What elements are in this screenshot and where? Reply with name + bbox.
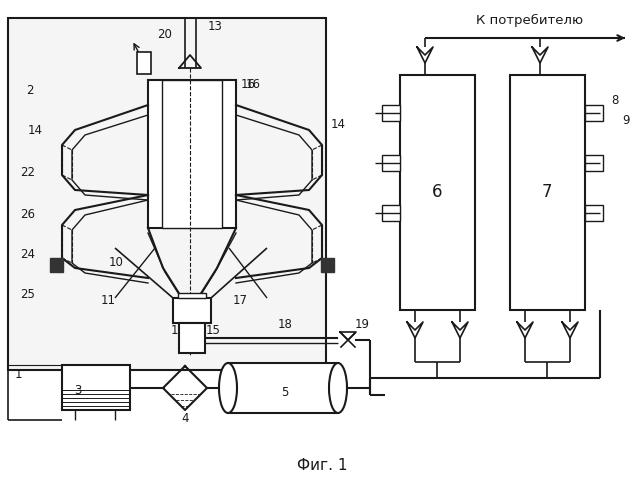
Text: 12: 12 [170,323,186,336]
Ellipse shape [219,363,237,413]
Bar [137,52,151,74]
Text: 5: 5 [282,387,289,399]
Bar [179,323,205,353]
Text: 14: 14 [330,119,346,132]
Bar [228,363,338,413]
Ellipse shape [329,363,347,413]
Text: 24: 24 [20,248,35,261]
Text: 14: 14 [28,123,42,136]
Text: 17: 17 [232,293,248,306]
Text: 25: 25 [20,288,35,302]
Bar [585,155,603,171]
Text: Фиг. 1: Фиг. 1 [297,457,348,472]
Bar [62,365,130,410]
Text: 6: 6 [432,183,442,201]
Bar [178,293,206,298]
Text: 16: 16 [241,77,255,91]
Polygon shape [50,258,63,272]
Bar [585,205,603,221]
Text: 3: 3 [74,383,82,396]
Bar [585,105,603,121]
Bar [8,18,326,370]
Text: 9: 9 [622,114,630,126]
Text: 8: 8 [611,93,619,106]
Text: 16: 16 [246,77,260,91]
Text: 11: 11 [100,293,115,306]
Text: 4: 4 [181,411,189,424]
Text: 22: 22 [20,166,35,179]
Polygon shape [321,258,334,272]
Text: 19: 19 [355,318,369,332]
Text: К потребителю: К потребителю [476,14,584,27]
Text: 18: 18 [278,318,292,332]
Bar [400,75,475,310]
Bar [382,105,400,121]
Bar [173,298,211,323]
Bar [382,155,400,171]
Text: 13: 13 [207,19,223,32]
Text: 20: 20 [157,29,172,42]
Bar [148,80,236,228]
Bar [510,75,585,310]
Text: 15: 15 [205,323,220,336]
Bar [382,205,400,221]
Text: 26: 26 [20,209,35,222]
Text: 1: 1 [14,368,22,381]
Bar [162,80,222,228]
Text: 7: 7 [541,183,552,201]
Text: 10: 10 [109,257,124,270]
Text: 2: 2 [26,84,34,96]
